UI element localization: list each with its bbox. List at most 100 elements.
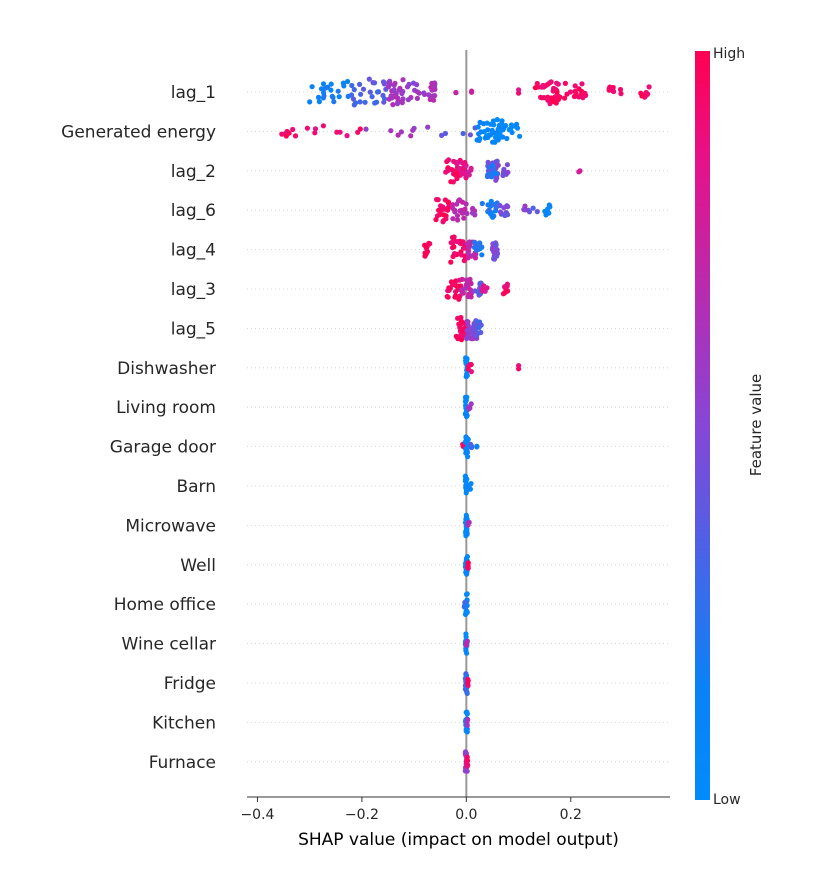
- shap-point: [292, 133, 299, 139]
- shap-point: [459, 327, 465, 334]
- shap-point: [464, 554, 470, 560]
- feature-label: Wine cellar: [122, 635, 216, 655]
- shap-point: [500, 172, 506, 179]
- shap-point: [315, 94, 322, 100]
- colorbar: High Low Feature value: [695, 46, 765, 808]
- shap-point: [309, 84, 315, 90]
- shap-point: [463, 642, 469, 648]
- shap-point: [465, 322, 471, 328]
- shap-point: [448, 259, 454, 265]
- shap-point: [526, 209, 533, 215]
- shap-point: [534, 209, 540, 215]
- shap-point: [462, 285, 468, 291]
- shap-point: [490, 130, 496, 136]
- shap-point: [504, 283, 510, 289]
- x-tick-label: −0.2: [345, 807, 379, 823]
- shap-point: [458, 318, 464, 324]
- shap-point: [395, 132, 401, 138]
- shap-point: [482, 288, 488, 294]
- shap-point: [445, 168, 451, 174]
- shap-point: [479, 200, 485, 207]
- shap-point: [455, 217, 461, 223]
- shap-points: [279, 76, 652, 774]
- shap-point: [468, 481, 474, 487]
- shap-point: [386, 96, 392, 102]
- shap-point: [472, 322, 478, 328]
- shap-point: [411, 125, 417, 131]
- shap-point: [469, 444, 475, 451]
- shap-point: [474, 247, 480, 253]
- shap-point: [435, 197, 441, 203]
- shap-point: [488, 198, 494, 204]
- feature-label: Fridge: [164, 674, 216, 694]
- shap-point: [446, 157, 452, 163]
- shap-point: [562, 95, 568, 101]
- shap-point: [501, 166, 507, 172]
- shap-point: [414, 95, 420, 101]
- shap-point: [316, 99, 322, 105]
- feature-label: Living room: [116, 398, 216, 418]
- shap-point: [370, 80, 376, 86]
- shap-point: [432, 93, 438, 99]
- shap-point: [454, 239, 460, 245]
- shap-point: [479, 252, 485, 258]
- shap-point: [467, 132, 473, 138]
- shap-point: [464, 449, 470, 455]
- shap-point: [355, 129, 361, 135]
- shap-point: [464, 763, 470, 769]
- shap-point: [387, 81, 393, 87]
- x-tick-label: −0.4: [240, 807, 274, 823]
- shap-point: [366, 76, 372, 82]
- shap-point: [488, 170, 494, 177]
- shap-point: [461, 604, 467, 610]
- shap-point: [461, 215, 467, 221]
- shap-point: [469, 210, 476, 216]
- shap-point: [462, 478, 468, 484]
- shap-point: [481, 283, 487, 289]
- x-axis: −0.4 −0.2 0.0 0.2: [240, 796, 670, 823]
- shap-point: [448, 179, 454, 185]
- shap-point: [490, 139, 496, 145]
- shap-point: [451, 244, 457, 250]
- shap-point: [476, 325, 482, 331]
- shap-point: [491, 122, 497, 128]
- shap-point: [360, 86, 367, 92]
- shap-point: [421, 91, 428, 97]
- shap-point: [476, 131, 482, 137]
- shap-point: [468, 369, 474, 375]
- shap-point: [576, 94, 582, 100]
- shap-point: [456, 296, 462, 302]
- feature-label: Generated energy: [61, 122, 216, 142]
- shap-point: [458, 337, 465, 343]
- shap-point: [349, 82, 355, 89]
- shap-point: [455, 315, 461, 321]
- feature-label: Well: [180, 556, 216, 576]
- shap-point: [466, 291, 472, 297]
- shap-point: [573, 90, 579, 96]
- shap-point: [388, 128, 394, 134]
- shap-point: [465, 522, 471, 528]
- shap-point: [464, 210, 470, 217]
- shap-point: [335, 88, 341, 94]
- shap-point: [331, 99, 337, 105]
- feature-labels: lag_1 Generated energy lag_2 lag_6 lag_4 lag_…: [61, 83, 216, 773]
- shap-point: [446, 285, 452, 291]
- shap-point: [522, 203, 528, 209]
- shap-point: [348, 92, 355, 98]
- feature-label: Furnace: [149, 753, 216, 773]
- shap-point: [474, 332, 480, 338]
- shap-point: [643, 89, 649, 96]
- shap-point: [453, 283, 459, 289]
- colorbar-gradient: [695, 51, 710, 800]
- shap-point: [646, 84, 652, 90]
- shap-point: [450, 168, 457, 174]
- shap-point: [460, 245, 467, 251]
- shap-point: [463, 490, 469, 496]
- shap-point: [425, 124, 431, 130]
- shap-point: [304, 125, 310, 131]
- x-axis-title: SHAP value (impact on model output): [298, 830, 619, 850]
- shap-point: [334, 129, 340, 135]
- shap-point: [466, 239, 472, 245]
- shap-point: [463, 634, 469, 640]
- shap-point: [491, 256, 498, 262]
